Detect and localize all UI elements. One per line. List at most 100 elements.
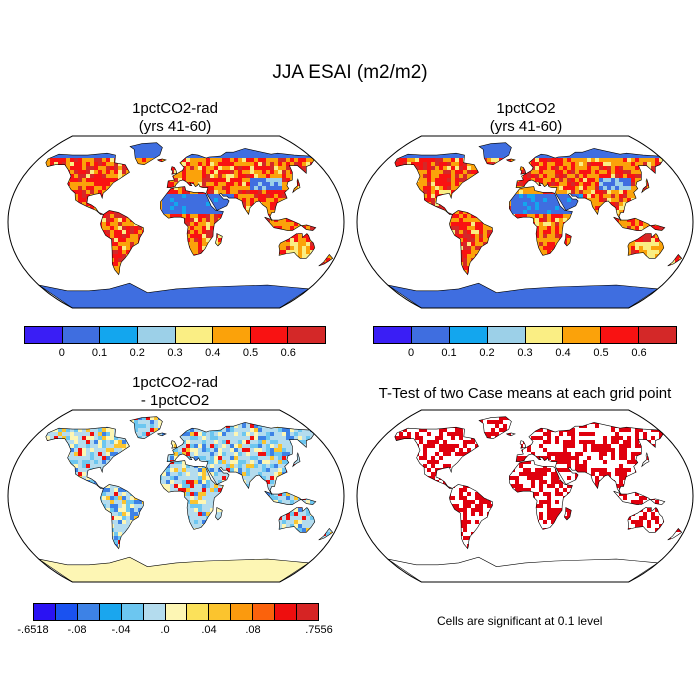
grid-cell	[326, 158, 330, 162]
grid-cell	[583, 150, 587, 154]
grid-cell	[427, 198, 431, 202]
grid-cell	[186, 214, 190, 218]
grid-cell	[439, 190, 443, 194]
grid-cell	[691, 134, 695, 138]
coastline-antarctica	[38, 282, 310, 309]
grid-cell	[274, 170, 278, 174]
grid-cell	[230, 294, 234, 298]
grid-cell	[122, 166, 126, 170]
grid-cell	[170, 294, 174, 298]
grid-cell	[687, 150, 691, 154]
grid-cell	[266, 154, 270, 158]
grid-cell	[78, 194, 82, 198]
grid-cell	[254, 290, 258, 294]
grid-cell	[74, 174, 78, 178]
grid-cell	[86, 294, 90, 298]
grid-cell	[158, 290, 162, 294]
grid-cell	[254, 186, 258, 190]
grid-cell	[671, 134, 675, 138]
grid-cell	[234, 154, 238, 158]
grid-cell	[266, 194, 270, 198]
grid-cell	[330, 270, 333, 274]
grid-cell	[467, 170, 471, 174]
grid-cell	[635, 158, 639, 162]
grid-cell	[326, 278, 330, 282]
grid-cell	[238, 170, 242, 174]
grid-cell	[431, 178, 435, 182]
grid-cell	[70, 154, 74, 158]
grid-cell	[178, 302, 182, 306]
grid-cell	[102, 186, 106, 190]
grid-cell	[671, 142, 675, 146]
grid-cell	[30, 150, 34, 154]
grid-cell	[543, 174, 547, 178]
grid-cell	[330, 278, 333, 282]
grid-cell	[154, 290, 158, 294]
grid-cell	[342, 246, 346, 250]
grid-cell	[226, 182, 230, 186]
grid-cell	[322, 142, 326, 146]
grid-cell	[246, 202, 250, 206]
grid-cell	[78, 290, 82, 294]
grid-cell	[651, 146, 655, 150]
grid-cell	[282, 174, 286, 178]
grid-cell	[126, 238, 130, 242]
grid-cell	[78, 158, 82, 162]
grid-cell	[202, 162, 206, 166]
grid-cell	[647, 162, 651, 166]
grid-cell	[22, 146, 26, 150]
grid-cell	[34, 150, 38, 154]
grid-cell	[302, 238, 306, 242]
grid-cell	[367, 158, 371, 162]
grid-cell	[18, 170, 22, 174]
grid-cell	[451, 166, 455, 170]
grid-cell	[66, 290, 70, 294]
grid-cell	[122, 230, 126, 234]
grid-cell	[18, 174, 22, 178]
grid-cell	[222, 154, 226, 158]
grid-cell	[250, 186, 254, 190]
grid-cell	[294, 186, 298, 190]
grid-cell	[679, 154, 682, 158]
grid-cell	[246, 206, 250, 210]
grid-cell	[639, 138, 643, 142]
grid-cell	[18, 142, 22, 146]
grid-cell	[10, 154, 14, 158]
grid-cell	[262, 162, 266, 166]
grid-cell	[222, 182, 226, 186]
grid-cell	[254, 174, 258, 178]
grid-cell	[338, 154, 342, 158]
grid-cell	[270, 206, 274, 210]
grid-cell	[126, 218, 130, 222]
grid-cell	[326, 162, 330, 166]
grid-cell	[118, 218, 122, 222]
grid-cell	[391, 138, 395, 142]
grid-cell	[258, 162, 262, 166]
grid-cell	[615, 162, 619, 166]
grid-cell	[174, 182, 178, 186]
grid-cell	[359, 182, 363, 186]
grid-cell	[54, 138, 58, 142]
grid-cell	[26, 278, 30, 282]
grid-cell	[98, 186, 102, 190]
grid-cell	[583, 166, 587, 170]
grid-cell	[515, 202, 519, 206]
grid-cell	[579, 186, 583, 190]
grid-cell	[647, 154, 651, 158]
grid-cell	[18, 282, 22, 286]
grid-cell	[679, 158, 682, 162]
grid-cell	[58, 154, 62, 158]
grid-cell	[38, 150, 42, 154]
grid-cell	[523, 178, 527, 182]
grid-cell	[687, 154, 691, 158]
grid-cell	[547, 198, 551, 202]
grid-cell	[423, 166, 427, 170]
grid-cell	[571, 190, 575, 194]
grid-cell	[6, 258, 10, 262]
grid-cell	[210, 190, 214, 194]
grid-cell	[270, 182, 274, 186]
grid-cell	[218, 162, 222, 166]
grid-cell	[683, 142, 687, 146]
grid-cell	[274, 154, 278, 158]
grid-cell	[330, 146, 333, 150]
